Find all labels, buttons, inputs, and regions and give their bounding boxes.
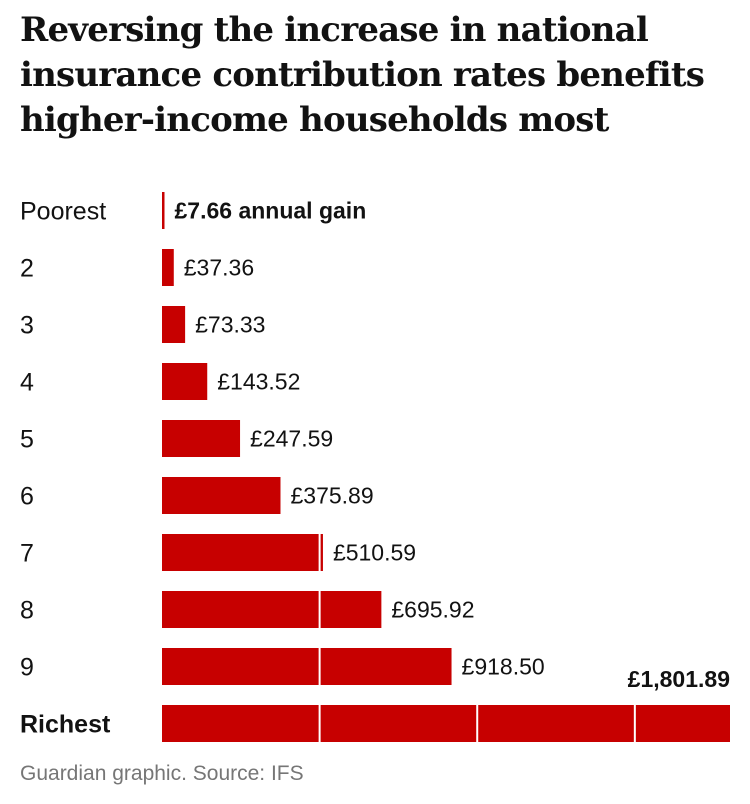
category-label: 2 bbox=[20, 255, 34, 283]
category-label: 6 bbox=[20, 483, 34, 511]
value-label: £37.36 bbox=[184, 255, 254, 281]
value-label: £1,801.89 bbox=[628, 666, 730, 692]
value-label: £143.52 bbox=[217, 369, 300, 395]
value-label: £247.59 bbox=[250, 426, 333, 452]
value-label: £695.92 bbox=[391, 597, 474, 623]
source-note: Guardian graphic. Source: IFS bbox=[20, 762, 304, 785]
value-label: £73.33 bbox=[195, 312, 265, 338]
category-label: 7 bbox=[20, 540, 34, 568]
bar bbox=[162, 363, 208, 400]
bar bbox=[162, 477, 281, 514]
bar bbox=[162, 249, 174, 286]
bar bbox=[162, 192, 165, 229]
chart-title: Reversing the increase in national insur… bbox=[20, 10, 705, 140]
bar bbox=[162, 591, 382, 628]
bar bbox=[162, 534, 323, 571]
category-label: 8 bbox=[20, 597, 34, 625]
category-label: 3 bbox=[20, 312, 34, 340]
bar bbox=[162, 705, 730, 742]
value-label: £918.50 bbox=[462, 654, 545, 680]
category-label: Richest bbox=[20, 711, 111, 739]
category-label: Poorest bbox=[20, 198, 106, 226]
value-label: £7.66 annual gain bbox=[175, 198, 367, 224]
category-label: 9 bbox=[20, 654, 34, 682]
category-label: 4 bbox=[20, 369, 34, 397]
value-label: £510.59 bbox=[333, 540, 416, 566]
bar bbox=[162, 306, 186, 343]
bar bbox=[162, 420, 241, 457]
value-label: £375.89 bbox=[290, 483, 373, 509]
category-label: 5 bbox=[20, 426, 34, 454]
bar bbox=[162, 648, 452, 685]
